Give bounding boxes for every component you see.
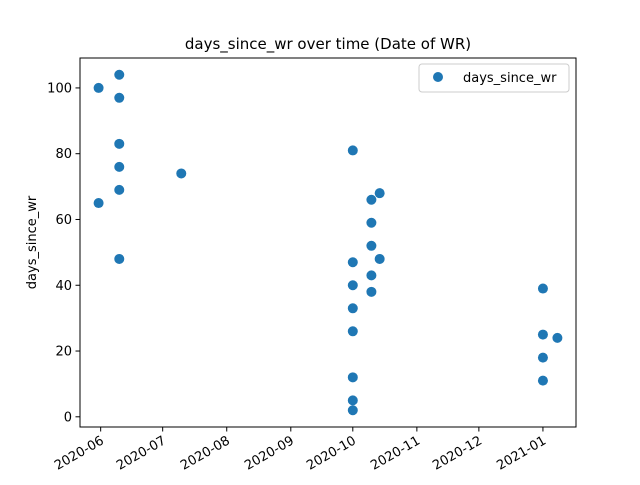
data-point bbox=[347, 372, 358, 383]
data-point bbox=[347, 395, 358, 406]
data-point bbox=[347, 303, 358, 314]
y-tick-label: 0 bbox=[64, 410, 72, 425]
data-point bbox=[347, 326, 358, 337]
data-point bbox=[537, 283, 548, 294]
y-tick-label: 80 bbox=[55, 147, 72, 162]
legend-marker bbox=[433, 72, 443, 82]
y-axis-title: days_since_wr bbox=[25, 195, 40, 289]
data-point bbox=[114, 253, 125, 264]
data-point bbox=[114, 92, 125, 103]
data-point bbox=[114, 184, 125, 195]
data-point bbox=[537, 352, 548, 363]
data-point bbox=[537, 375, 548, 386]
y-axis: 0 20 40 60 80 100 bbox=[47, 81, 80, 425]
data-point bbox=[366, 194, 377, 205]
data-point bbox=[366, 270, 377, 281]
data-point bbox=[347, 405, 358, 416]
data-point bbox=[114, 69, 125, 80]
data-point bbox=[114, 161, 125, 172]
legend-box bbox=[418, 63, 570, 93]
data-point bbox=[347, 280, 358, 291]
data-point bbox=[366, 217, 377, 228]
chart-title: days_since_wr over time (Date of WR) bbox=[185, 35, 471, 54]
data-point bbox=[537, 329, 548, 340]
data-point bbox=[93, 198, 104, 209]
data-point bbox=[374, 188, 385, 199]
data-point bbox=[93, 82, 104, 93]
data-point bbox=[552, 332, 563, 343]
y-tick-label: 20 bbox=[55, 345, 72, 360]
legend: days_since_wr bbox=[418, 63, 570, 93]
data-point bbox=[114, 138, 125, 149]
data-point bbox=[176, 168, 187, 179]
y-tick-label: 100 bbox=[47, 81, 72, 96]
legend-label: days_since_wr bbox=[463, 71, 557, 86]
data-point bbox=[347, 257, 358, 268]
y-tick-label: 60 bbox=[55, 213, 72, 228]
data-point bbox=[347, 145, 358, 156]
data-point bbox=[366, 240, 377, 251]
y-tick-label: 40 bbox=[55, 279, 72, 294]
data-points bbox=[93, 69, 563, 416]
plot-area-frame bbox=[79, 57, 577, 428]
data-point bbox=[366, 286, 377, 297]
data-point bbox=[374, 253, 385, 264]
